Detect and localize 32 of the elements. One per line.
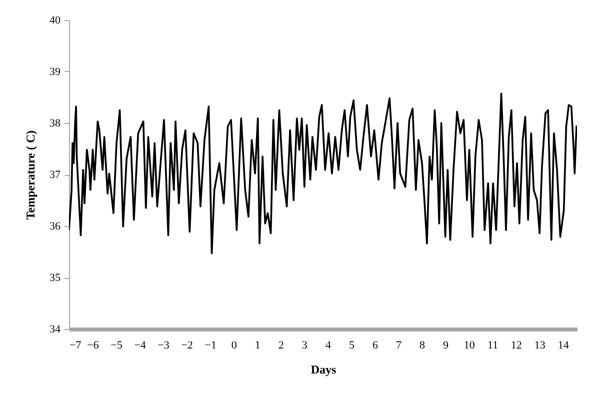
y-tick-label: 34	[50, 324, 61, 336]
x-tick-label: −3	[158, 340, 170, 352]
y-tick-label: 39	[50, 66, 61, 78]
x-tick-label: 12	[510, 340, 522, 352]
x-tick-label: 0	[231, 340, 238, 352]
x-axis-title: Days	[310, 362, 336, 376]
x-tick-label: 6	[372, 340, 378, 352]
x-tick-label: −1	[204, 340, 216, 352]
x-tick-label: 14	[558, 340, 570, 352]
x-tick-label: −4	[134, 340, 146, 352]
x-tick-label: −2	[181, 340, 193, 352]
x-tick-label: 9	[443, 340, 450, 352]
y-tick-label: 35	[50, 272, 61, 284]
x-tick-label: −5	[110, 340, 123, 352]
x-tick-label: −6	[87, 340, 100, 352]
x-tick-label: 3	[302, 340, 308, 352]
line-series	[69, 92, 577, 254]
x-tick-label: 13	[534, 340, 546, 352]
y-tick-label: 37	[50, 169, 61, 181]
x-tick-label: 1	[254, 340, 260, 352]
x-tick-label: 5	[348, 340, 355, 352]
x-tick-label: −7	[70, 340, 82, 352]
x-tick-label: 7	[396, 340, 402, 352]
x-tick-label: 4	[325, 340, 332, 352]
y-tick-label: 36	[50, 220, 61, 232]
x-tick-label: 11	[488, 340, 498, 352]
y-tick-label: 38	[50, 118, 61, 130]
y-axis-title: Temperature ( C)	[24, 130, 38, 220]
y-tick-label: 40	[50, 14, 61, 26]
x-tick-label: 8	[420, 340, 426, 352]
x-tick-label: 2	[278, 340, 284, 352]
x-tick-label: 10	[464, 340, 476, 352]
